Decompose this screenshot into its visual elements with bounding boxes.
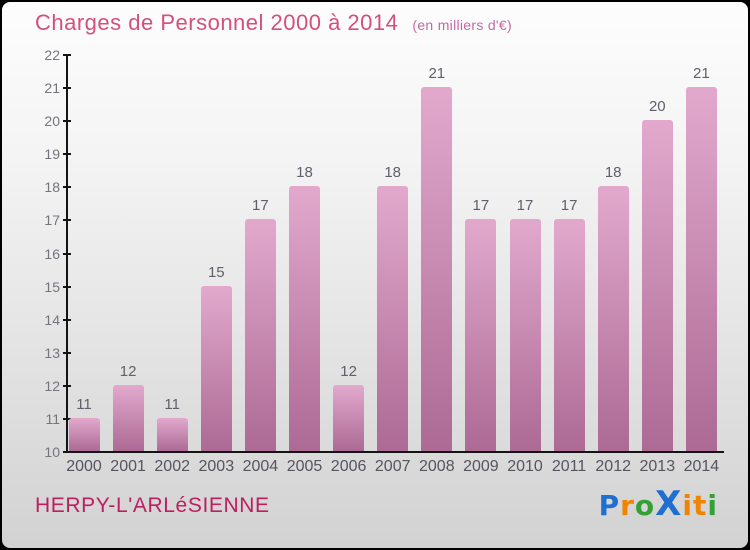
x-axis-category-label: 2004 [242,458,279,475]
bar-value-label: 15 [207,263,225,281]
y-axis-tick-label: 15 [44,278,60,295]
y-axis-tick [63,54,71,56]
y-axis-tick [63,87,71,90]
y-axis-tick [63,451,71,453]
bar [421,87,453,451]
bar [685,87,717,451]
y-axis-tick [63,153,71,156]
y-axis-tick-label: 16 [44,245,60,262]
y-axis-tick-label: 10 [44,444,60,460]
logo-letter: i [707,489,718,522]
bar-value-label: 12 [119,362,137,380]
bar-value-label: 11 [164,395,180,413]
y-axis-tick [63,417,71,420]
x-axis-category-label: 2011 [551,458,587,475]
bar-value-label: 12 [340,362,357,380]
bar-value-label: 21 [428,65,446,83]
y-axis-tick [63,186,71,189]
y-axis-tick-label: 19 [44,146,60,163]
bar-value-label: 17 [472,197,490,215]
y-axis-tick-label: 11 [45,410,60,427]
y-axis-tick-label: 21 [44,80,60,97]
bar [465,219,497,451]
x-axis-category-label: 2013 [639,458,676,475]
x-axis-category-label: 2010 [507,458,543,475]
logo-letter: o [634,489,656,522]
y-axis-tick-label: 12 [44,377,60,394]
y-axis-tick-label: 13 [44,344,60,361]
bar-value-label: 17 [516,197,534,215]
y-axis-tick-label: 17 [44,212,60,229]
bar [112,384,144,451]
bar [377,186,409,451]
bar [156,417,188,451]
bar [244,219,276,451]
bar-value-label: 18 [604,164,622,182]
x-axis-category-label: 2006 [330,458,367,475]
logo-letter: P [598,489,621,522]
bar-value-label: 17 [252,197,269,215]
y-axis-tick [63,318,71,321]
bar [289,186,320,451]
bar [641,120,673,451]
x-axis-category-label: 2012 [595,458,631,475]
logo-letter: t [693,489,708,522]
chart-subtitle: (en milliers d'€) [412,17,512,33]
bar-value-label: 11 [76,395,92,413]
bar [333,384,365,451]
x-axis-category-label: 2014 [683,458,720,475]
bar-value-label: 21 [693,65,710,83]
y-axis-tick [63,252,71,255]
bar [509,219,541,451]
y-axis-tick-label: 14 [44,311,60,328]
bar-value-label: 18 [384,164,402,182]
bar-value-label: 18 [296,164,313,182]
bar [597,186,629,451]
bar-value-label: 17 [560,197,578,215]
logo-letter: r [620,489,635,522]
x-axis-category-label: 2005 [286,458,323,475]
bar [200,285,232,451]
x-axis-category-label: 2001 [110,458,146,475]
x-axis-category-label: 2003 [198,458,235,475]
y-axis-tick [63,120,71,123]
bar [68,417,100,451]
y-axis-tick-label: 20 [44,113,60,130]
x-axis [66,451,724,453]
y-axis-tick-label: 22 [44,47,60,63]
x-axis-category-label: 2007 [374,458,411,475]
bar [553,219,585,451]
y-axis-tick [63,285,71,288]
chart-header: Charges de Personnel 2000 à 2014 (en mill… [35,10,512,36]
logo-letter: X [655,484,683,524]
x-axis-category-label: 2002 [154,458,190,475]
entity-name: HERPY-L'ARLéSIENNE [35,494,270,517]
x-axis-category-label: 2009 [463,458,499,475]
y-axis-tick [63,384,71,387]
logo-letter: i [682,489,693,522]
x-axis-category-label: 2008 [419,458,455,475]
chart-title: Charges de Personnel 2000 à 2014 [35,10,399,35]
y-axis-tick [63,219,71,222]
x-axis-category-label: 2000 [66,458,102,475]
y-axis-tick-label: 18 [44,179,60,196]
y-axis-tick [63,351,71,354]
bar-value-label: 20 [648,98,666,116]
